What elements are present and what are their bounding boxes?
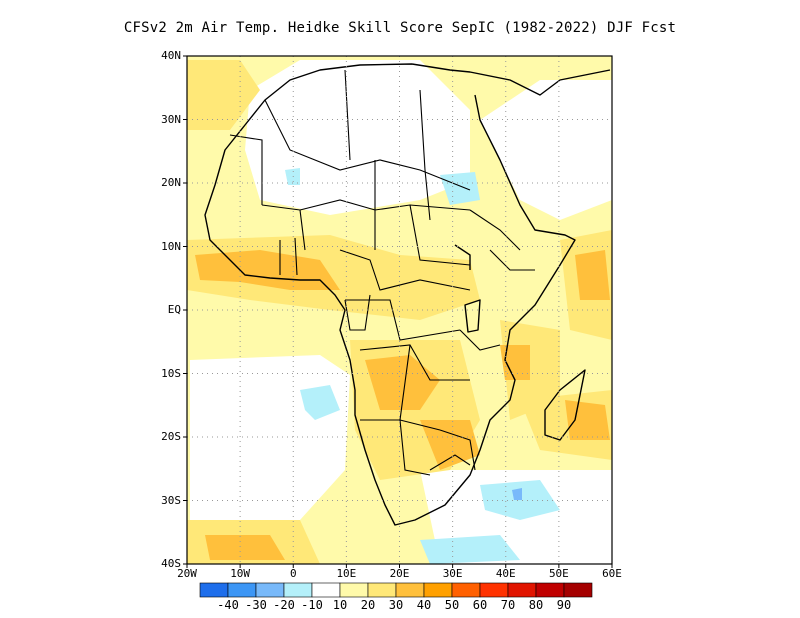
- lat-label: 40N: [161, 49, 181, 62]
- colorbar-swatch: [311, 582, 341, 598]
- colorbar-swatch: [283, 582, 313, 598]
- colorbar-label: 60: [472, 598, 488, 612]
- colorbar-swatch: [507, 582, 537, 598]
- coastline: [204, 63, 611, 526]
- lat-label: 30S: [161, 493, 181, 507]
- colorbar-swatch: [255, 582, 285, 598]
- lon-label: 60E: [602, 567, 622, 580]
- map-title: CFSv2 2m Air Temp. Heidke Skill Score Se…: [123, 20, 677, 36]
- graticule: [187, 56, 612, 564]
- colorbar-swatch: [563, 582, 593, 598]
- lat-label: 10S: [161, 366, 181, 380]
- lat-label: 40S: [161, 557, 181, 570]
- colorbar-swatch: [535, 582, 565, 598]
- lon-label: 30E: [442, 567, 463, 580]
- lon-label: 10W: [230, 567, 251, 580]
- colorbar-label: 20: [360, 598, 376, 612]
- skill-field: [187, 56, 612, 564]
- lat-label: 30N: [161, 112, 181, 126]
- lat-label: 20S: [161, 430, 181, 443]
- colorbar-label: -10: [301, 598, 323, 612]
- colorbar-label: 40: [416, 598, 432, 612]
- axis-ticks: [183, 55, 613, 568]
- colorbar: [199, 582, 593, 598]
- lat-label: 20N: [161, 176, 181, 189]
- lon-label: 20E: [389, 567, 410, 580]
- lon-label: 50E: [548, 567, 569, 580]
- colorbar-label: -40: [217, 598, 239, 612]
- colorbar-label: 50: [444, 598, 460, 612]
- lat-label: 10N: [161, 239, 181, 253]
- colorbar-swatch: [451, 582, 481, 598]
- lon-label: 10E: [336, 567, 357, 580]
- colorbar-swatch: [395, 582, 425, 598]
- colorbar-swatch: [479, 582, 509, 598]
- colorbar-label: 70: [500, 598, 516, 612]
- colorbar-swatch: [339, 582, 369, 598]
- colorbar-swatch: [367, 582, 397, 598]
- lon-label: 20W: [177, 567, 197, 580]
- colorbar-label: 30: [388, 598, 404, 612]
- colorbar-swatch: [199, 582, 229, 598]
- colorbar-label: 10: [332, 598, 348, 612]
- colorbar-label: -20: [273, 598, 295, 612]
- colorbar-label: -30: [245, 598, 267, 612]
- colorbar-swatch: [227, 582, 257, 598]
- colorbar-label: 80: [528, 598, 544, 612]
- lat-label: EQ: [167, 303, 181, 316]
- lon-label: 0: [289, 567, 297, 580]
- colorbar-label: 90: [556, 598, 572, 612]
- colorbar-swatch: [423, 582, 453, 598]
- lon-label: 40E: [495, 567, 516, 580]
